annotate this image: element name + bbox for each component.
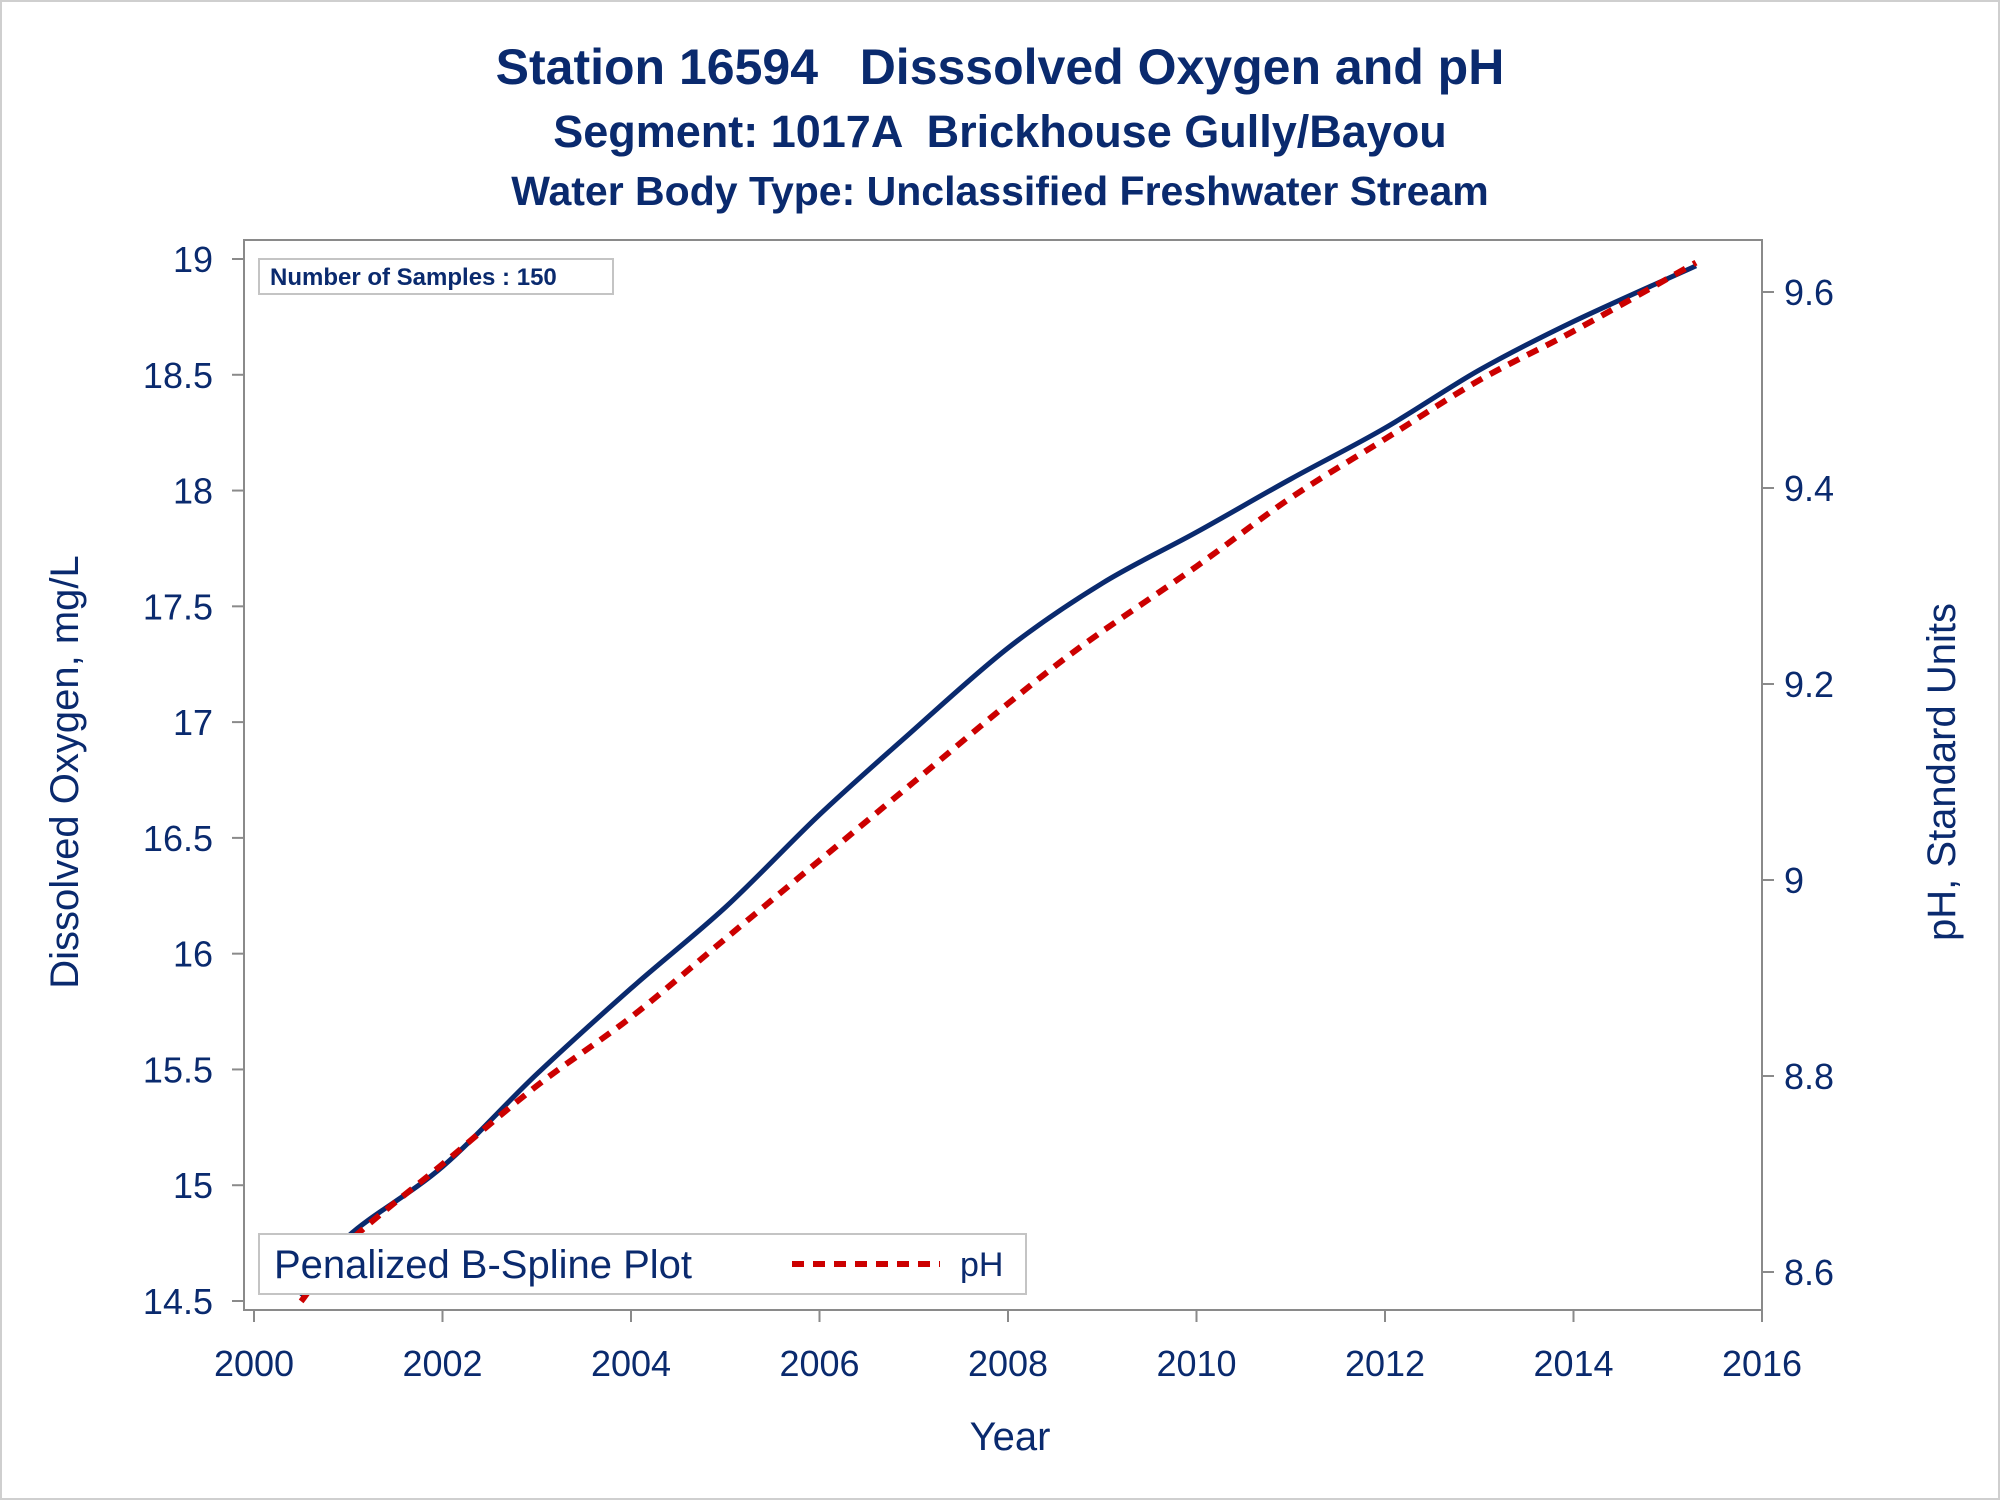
sample-count-label: Number of Samples : 150 <box>270 264 557 291</box>
x-tick-label: 2010 <box>1156 1343 1236 1384</box>
y-tick-label: 15.5 <box>143 1049 213 1090</box>
x-axis-label: Year <box>970 1415 1051 1459</box>
y-tick-label: 14.5 <box>143 1281 213 1322</box>
y-tick-label: 17.5 <box>143 586 213 627</box>
ph-series-line <box>298 259 1698 1304</box>
y-tick-label: 16 <box>173 934 213 975</box>
x-tick-label: 2008 <box>968 1343 1048 1384</box>
plot-area <box>243 239 1763 1311</box>
x-tick-label: 2000 <box>214 1343 294 1384</box>
chart-title: Station 16594 Disssolved Oxygen and pH <box>495 39 1505 95</box>
y-tick-label: 19 <box>173 239 213 280</box>
legend-label-ph: pH <box>960 1246 1003 1284</box>
y-tick-label: 16.5 <box>143 818 213 859</box>
y2-tick-label: 8.6 <box>1784 1252 1834 1293</box>
y2-axis-label: pH, Standard Units <box>1920 603 1964 941</box>
chart-subtitle-2: Water Body Type: Unclassified Freshwater… <box>511 168 1489 214</box>
y2-tick-label: 8.8 <box>1784 1056 1834 1097</box>
y-tick-label: 18 <box>173 471 213 512</box>
y-axis-label: Dissolved Oxygen, mg/L <box>43 555 87 989</box>
x-tick-label: 2012 <box>1345 1343 1425 1384</box>
y2-tick-label: 9.4 <box>1784 468 1834 509</box>
x-tick-label: 2014 <box>1533 1343 1613 1384</box>
dissolved-oxygen-series-line <box>299 263 1698 1298</box>
legend-title: Penalized B-Spline Plot <box>274 1243 692 1287</box>
x-tick-label: 2006 <box>779 1343 859 1384</box>
legend: Penalized B-Spline Plot pH <box>258 1233 1027 1295</box>
y-tick-label: 17 <box>173 702 213 743</box>
chart-subtitle: Segment: 1017A Brickhouse Gully/Bayou <box>553 106 1447 157</box>
y-tick-label: 15 <box>173 1165 213 1206</box>
x-tick-label: 2004 <box>591 1343 671 1384</box>
y2-tick-label: 9.6 <box>1784 272 1834 313</box>
y2-tick-label: 9.2 <box>1784 664 1834 705</box>
x-tick-label: 2016 <box>1722 1343 1802 1384</box>
x-tick-label: 2002 <box>402 1343 482 1384</box>
sample-count-box: Number of Samples : 150 <box>258 258 614 295</box>
y-tick-label: 18.5 <box>143 355 213 396</box>
y2-tick-label: 9 <box>1784 860 1804 901</box>
